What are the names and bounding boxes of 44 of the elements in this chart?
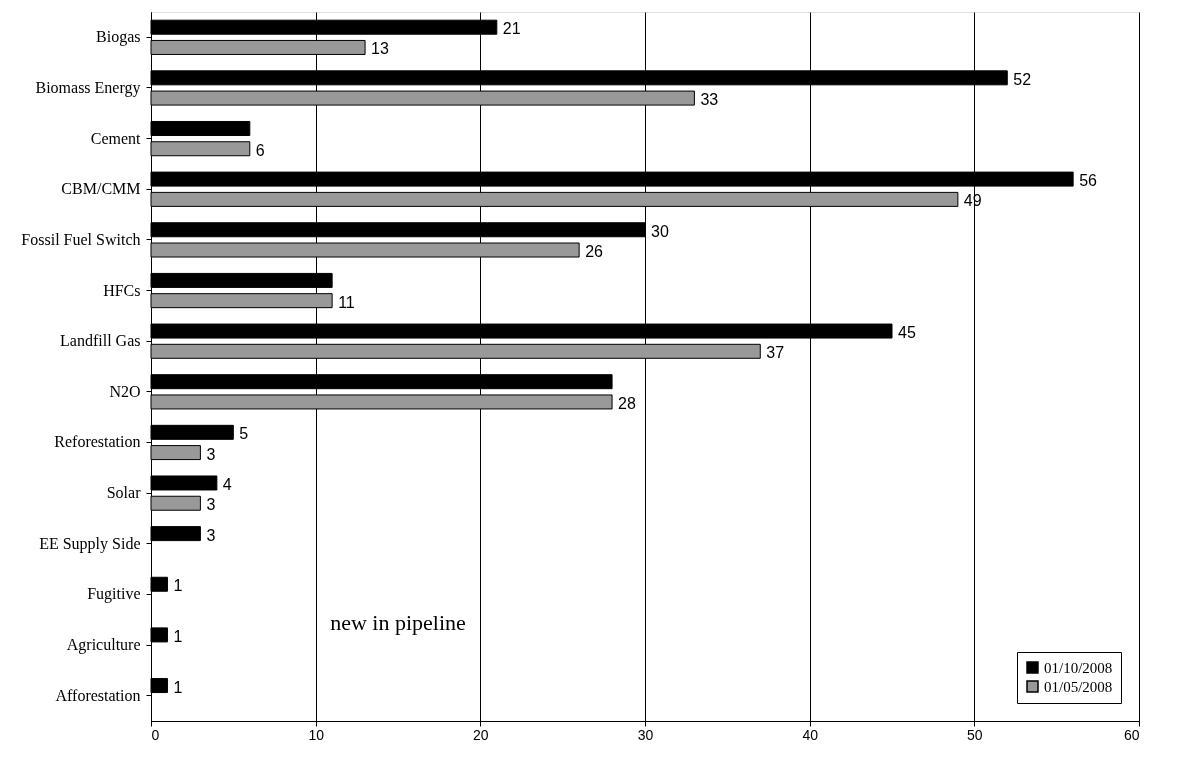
y-tick-label: Fossil Fuel Switch bbox=[21, 230, 141, 248]
data-label: 11 bbox=[338, 293, 355, 311]
x-tick-label: 10 bbox=[308, 726, 325, 743]
x-tick-label: 30 bbox=[637, 726, 654, 743]
y-tick-label: Afforestation bbox=[55, 686, 141, 704]
data-label: 1 bbox=[173, 627, 183, 645]
data-label: 5 bbox=[239, 425, 249, 443]
annotation: new in pipeline bbox=[330, 609, 466, 635]
data-label: 1 bbox=[173, 577, 183, 595]
data-label: 52 bbox=[1013, 70, 1032, 88]
data-label: 6 bbox=[255, 141, 265, 159]
legend-label: 01/05/2008 bbox=[1044, 678, 1113, 695]
data-label: 1 bbox=[173, 678, 183, 696]
data-label: 21 bbox=[502, 20, 521, 38]
y-tick-label: Fugitive bbox=[87, 585, 141, 604]
y-tick-label: Landfill Gas bbox=[60, 332, 141, 350]
data-label: 13 bbox=[371, 40, 389, 58]
x-tick-label: 40 bbox=[802, 726, 819, 743]
data-label: 33 bbox=[700, 91, 719, 109]
y-tick-label: Solar bbox=[106, 484, 142, 502]
y-tick-label: N2O bbox=[109, 382, 141, 400]
y-tick-label: Biomass Energy bbox=[35, 78, 141, 97]
y-tick-label: CBM/CMM bbox=[61, 180, 141, 198]
data-label: 56 bbox=[1079, 172, 1098, 190]
x-tick-label: 0 bbox=[151, 726, 160, 743]
data-label: 3 bbox=[206, 445, 216, 463]
data-label: 26 bbox=[585, 243, 604, 261]
x-tick-label: 20 bbox=[473, 726, 489, 743]
y-tick-label: Biogas bbox=[96, 28, 141, 47]
y-tick-label: Agriculture bbox=[66, 636, 141, 655]
data-label: 3 bbox=[206, 496, 216, 514]
x-tick-label: 50 bbox=[967, 726, 983, 743]
y-tick-label: Reforestation bbox=[54, 433, 141, 451]
data-label: 28 bbox=[618, 394, 636, 412]
y-tick-label: Cement bbox=[90, 129, 142, 147]
data-label: 45 bbox=[898, 324, 916, 342]
data-label: 37 bbox=[766, 344, 785, 362]
data-label: 4 bbox=[222, 475, 232, 493]
y-tick-label: EE Supply Side bbox=[39, 534, 141, 553]
y-tick-label: HFCs bbox=[103, 281, 141, 299]
data-label: 3 bbox=[206, 526, 216, 544]
x-tick-label: 60 bbox=[1123, 726, 1140, 743]
legend-label: 01/10/2008 bbox=[1044, 659, 1113, 676]
data-label: 30 bbox=[651, 222, 669, 240]
